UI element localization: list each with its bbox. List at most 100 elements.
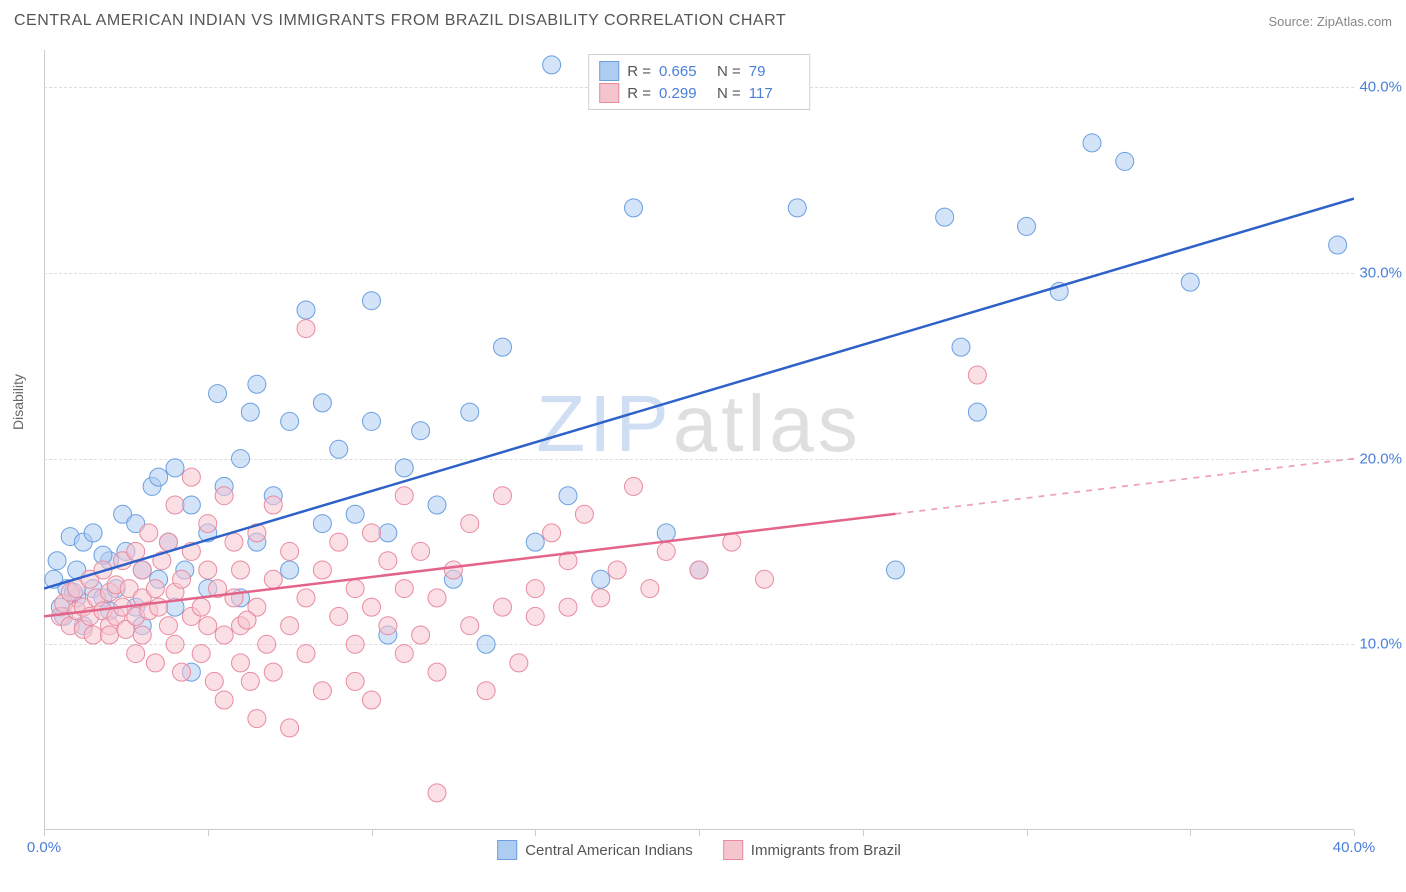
legend-stats-row: R = 0.665 N = 79 (599, 61, 799, 81)
scatter-point (133, 626, 151, 644)
scatter-point (526, 607, 544, 625)
scatter-point (264, 663, 282, 681)
scatter-point (281, 561, 299, 579)
scatter-point (395, 645, 413, 663)
scatter-point (281, 412, 299, 430)
scatter-point (313, 515, 331, 533)
scatter-point (84, 524, 102, 542)
scatter-point (330, 607, 348, 625)
scatter-point (494, 487, 512, 505)
scatter-point (363, 598, 381, 616)
scatter-point (281, 542, 299, 560)
scatter-point (444, 561, 462, 579)
scatter-point (608, 561, 626, 579)
scatter-point (264, 496, 282, 514)
scatter-point (241, 672, 259, 690)
scatter-point (428, 589, 446, 607)
scatter-point (657, 542, 675, 560)
scatter-point (412, 422, 430, 440)
scatter-point (199, 561, 217, 579)
scatter-point (363, 412, 381, 430)
x-tick-mark (1354, 830, 1355, 836)
scatter-point (297, 301, 315, 319)
scatter-point (559, 598, 577, 616)
legend-item-cai: Central American Indians (497, 840, 693, 860)
x-tick-mark (1190, 830, 1191, 836)
scatter-point (146, 654, 164, 672)
scatter-point (101, 626, 119, 644)
scatter-point (297, 320, 315, 338)
scatter-point (510, 654, 528, 672)
scatter-point (363, 691, 381, 709)
legend-swatch-brazil (723, 840, 743, 860)
scatter-point (543, 56, 561, 74)
legend-label-brazil: Immigrants from Brazil (751, 842, 901, 859)
x-tick-label: 40.0% (1333, 839, 1376, 856)
scatter-point (494, 338, 512, 356)
scatter-point (313, 394, 331, 412)
scatter-point (477, 635, 495, 653)
scatter-point (232, 654, 250, 672)
scatter-point (346, 672, 364, 690)
y-tick-label: 30.0% (1359, 264, 1402, 281)
scatter-point (756, 570, 774, 588)
stat-n-value-brazil: 117 (749, 85, 799, 102)
scatter-point (526, 580, 544, 598)
x-tick-label: 0.0% (27, 839, 61, 856)
stat-r-label: R = (627, 85, 651, 102)
legend-swatch-cai (599, 61, 619, 81)
scatter-point (150, 468, 168, 486)
scatter-point (248, 375, 266, 393)
y-tick-label: 40.0% (1359, 79, 1402, 96)
scatter-point (192, 645, 210, 663)
x-tick-mark (44, 830, 45, 836)
scatter-point (428, 663, 446, 681)
scatter-point (232, 450, 250, 468)
stat-n-label: N = (717, 63, 741, 80)
regression-line-dashed (896, 459, 1355, 514)
scatter-point (346, 505, 364, 523)
scatter-point (182, 468, 200, 486)
scatter-point (461, 403, 479, 421)
stat-n-label: N = (717, 85, 741, 102)
scatter-point (936, 208, 954, 226)
x-tick-mark (1027, 830, 1028, 836)
x-tick-mark (208, 830, 209, 836)
scatter-point (258, 635, 276, 653)
scatter-point (1329, 236, 1347, 254)
x-tick-mark (699, 830, 700, 836)
scatter-point (84, 626, 102, 644)
scatter-point (281, 617, 299, 635)
scatter-point (428, 496, 446, 514)
scatter-point (379, 617, 397, 635)
scatter-point (215, 626, 233, 644)
chart-title: CENTRAL AMERICAN INDIAN VS IMMIGRANTS FR… (14, 12, 786, 30)
scatter-svg (44, 50, 1354, 830)
scatter-point (592, 570, 610, 588)
scatter-point (788, 199, 806, 217)
scatter-point (1018, 217, 1036, 235)
scatter-point (494, 598, 512, 616)
scatter-point (379, 524, 397, 542)
legend-item-brazil: Immigrants from Brazil (723, 840, 901, 860)
scatter-point (395, 580, 413, 598)
scatter-point (1083, 134, 1101, 152)
scatter-point (48, 552, 66, 570)
scatter-point (968, 366, 986, 384)
scatter-point (395, 487, 413, 505)
legend-stats-row: R = 0.299 N = 117 (599, 83, 799, 103)
scatter-point (313, 682, 331, 700)
scatter-point (192, 598, 210, 616)
scatter-point (625, 477, 643, 495)
scatter-point (1181, 273, 1199, 291)
scatter-point (330, 533, 348, 551)
scatter-point (215, 691, 233, 709)
scatter-point (395, 459, 413, 477)
scatter-point (209, 385, 227, 403)
scatter-point (412, 626, 430, 644)
scatter-point (346, 580, 364, 598)
scatter-point (166, 459, 184, 477)
scatter-point (428, 784, 446, 802)
scatter-point (1116, 152, 1134, 170)
scatter-point (173, 570, 191, 588)
